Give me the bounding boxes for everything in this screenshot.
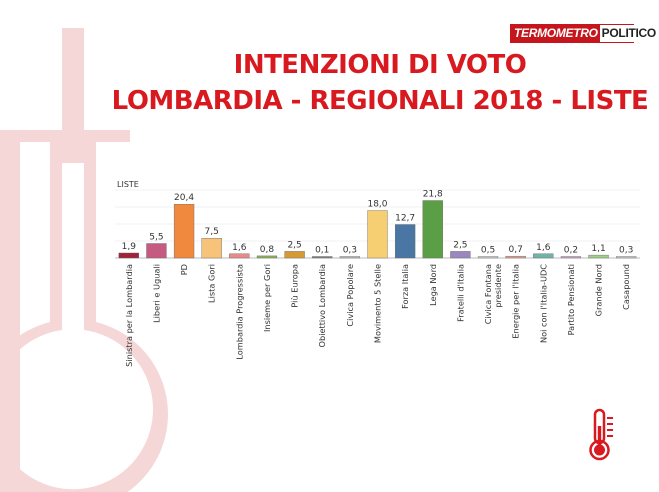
category-label: Civica Fontana: [483, 264, 493, 324]
bar: [422, 200, 443, 259]
category-label: Forza Italia: [400, 264, 410, 309]
category-label: Lista Gori: [207, 264, 217, 303]
decor-tube: [62, 28, 84, 163]
category-label: Casapound: [621, 264, 631, 310]
category-label: Obiettivo Lombardia: [317, 264, 327, 347]
category-label: Grande Nord: [594, 264, 604, 316]
bar-value-label: 2,5: [287, 240, 301, 250]
bar: [339, 256, 361, 259]
bar-value-label: 0,5: [481, 246, 495, 256]
brand-logo-part1: TERMOMETRO: [511, 25, 600, 42]
brand-logo: TERMOMETRO POLITICO: [510, 24, 658, 43]
bar-value-label: 7,5: [205, 227, 219, 237]
brand-logo-part2: POLITICO: [599, 25, 658, 42]
category-label: Noi con l'Italia-UDC: [538, 264, 548, 343]
page-title-line1: INTENZIONI DI VOTO: [233, 50, 527, 80]
bar: [505, 255, 526, 259]
bar: [201, 238, 222, 259]
category-label: Energie per l'Italia: [511, 264, 521, 339]
bar-value-label: 1,6: [232, 243, 247, 253]
bar-value-label: 1,9: [122, 242, 137, 252]
page-title-line2: LOMBARDIA - REGIONALI 2018 - LISTE: [111, 86, 649, 116]
bar-value-label: 0,7: [508, 245, 522, 255]
decor-band: [0, 130, 20, 492]
bar-value-label: 5,5: [149, 233, 163, 243]
category-label: Più Europa: [290, 264, 300, 308]
bar: [118, 252, 139, 259]
bar-value-label: 2,5: [453, 240, 467, 250]
category-label: Lombardia Progressista: [234, 264, 244, 360]
bar: [146, 243, 167, 259]
bar-value-label: 0,3: [619, 246, 633, 256]
chart-title: LISTE: [117, 180, 139, 189]
category-label: Lega Nord: [428, 264, 438, 306]
bar-value-label: 12,7: [395, 214, 415, 224]
bar-value-label: 1,6: [536, 243, 551, 253]
category-label: Partito Pensionati: [566, 264, 576, 335]
bar: [560, 256, 582, 259]
bar: [533, 253, 554, 259]
bar-value-label: 0,3: [343, 246, 357, 256]
bar: [284, 251, 305, 259]
bar-value-label: 0,2: [564, 246, 578, 256]
category-label: presidente: [493, 264, 503, 308]
bar: [256, 255, 278, 259]
background-thermometer-decor: [0, 28, 168, 492]
category-label: Sinistra per la Lombardia: [124, 264, 134, 367]
category-label: Fratelli d'Italia: [455, 264, 465, 322]
bar: [588, 254, 609, 259]
bar: [616, 256, 637, 259]
category-label: Liberi e Uguali: [151, 264, 161, 323]
category-label: PD: [179, 264, 189, 275]
category-label: Insieme per Gori: [262, 264, 272, 332]
bar: [450, 251, 471, 259]
bar: [312, 256, 333, 259]
bar-value-label: 20,4: [174, 193, 194, 203]
bar-value-label: 18,0: [367, 200, 387, 210]
bar: [477, 256, 499, 259]
bar-value-label: 0,8: [260, 245, 275, 255]
bar: [173, 204, 195, 259]
bar: [394, 224, 416, 259]
bar-value-label: 21,8: [423, 190, 443, 200]
category-label: Civica Popolare: [345, 264, 355, 327]
bar-value-label: 1,1: [591, 244, 605, 254]
bar: [229, 253, 250, 259]
decor-bulb: [0, 130, 168, 492]
bar: [367, 210, 388, 259]
category-label: Movimento 5 Stelle: [373, 264, 383, 343]
bar-value-label: 0,1: [315, 246, 329, 256]
bar-chart: 1,9 Sinistra per la Lombardia 5,5 Liberi e …: [115, 189, 640, 367]
thermometer-icon: [589, 408, 613, 461]
